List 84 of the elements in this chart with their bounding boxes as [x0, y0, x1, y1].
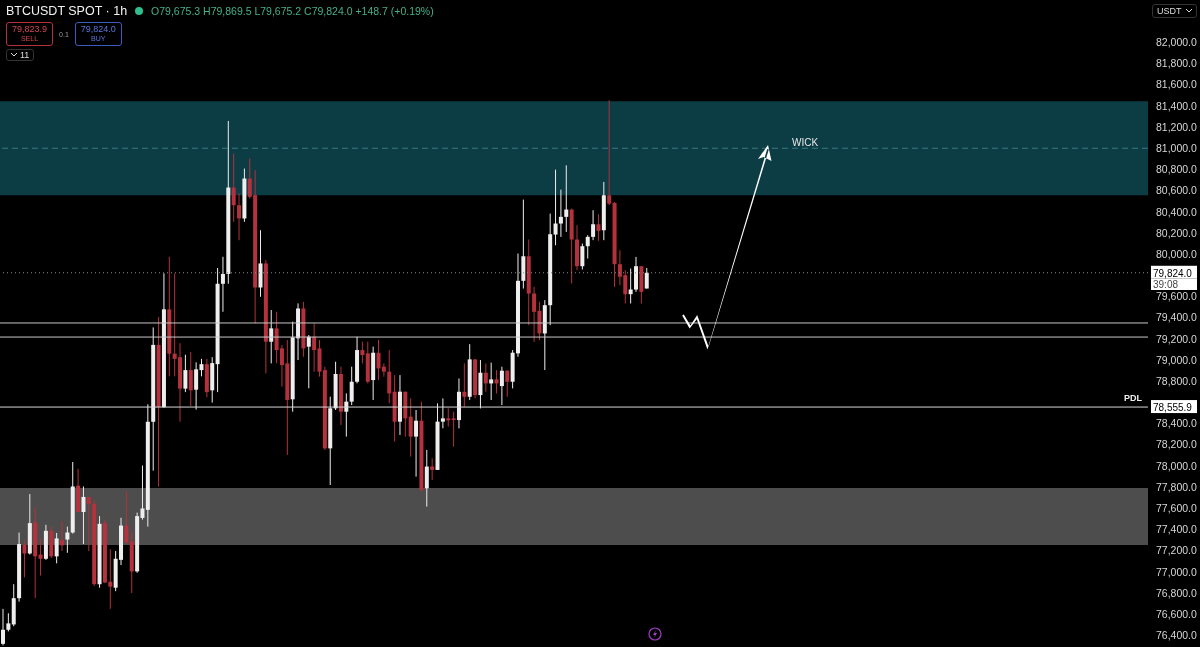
y-tick-label: 81,200.0 [1156, 120, 1198, 133]
candlestick [478, 359, 483, 409]
y-tick-label: 79,600.0 [1156, 290, 1198, 303]
y-tick-label: 77,000.0 [1156, 565, 1198, 578]
candlestick [6, 612, 11, 632]
ref-line-label: 78,555.9 [1153, 402, 1193, 414]
y-tick-label: 77,800.0 [1156, 480, 1198, 493]
ref-line-label: 79,824.0 [1153, 267, 1193, 279]
candlestick [54, 532, 59, 564]
candlestick [1, 608, 5, 646]
candlestick [580, 243, 585, 270]
y-tick-label: 79,400.0 [1156, 311, 1198, 324]
candlestick [446, 407, 451, 428]
y-tick-label: 76,400.0 [1156, 629, 1198, 642]
y-tick-label: 81,600.0 [1156, 78, 1198, 91]
candlestick [440, 397, 445, 429]
candlestick [408, 397, 413, 458]
candlestick [312, 322, 317, 373]
band-label: WICK [792, 137, 819, 149]
candlestick [462, 362, 467, 408]
candlestick [269, 309, 274, 364]
annotation: 79,824.0 [80, 24, 116, 34]
y-tick-label: 77,200.0 [1156, 544, 1198, 557]
candlestick [483, 362, 488, 393]
candlestick [60, 520, 65, 552]
candlestick [596, 213, 601, 242]
text: 39:08 [1151, 278, 1197, 290]
candlestick [634, 256, 639, 293]
y-tick-label: 80,400.0 [1156, 205, 1198, 218]
candlestick [306, 334, 311, 389]
y-tick-label: 79,000.0 [1156, 353, 1198, 366]
candlestick [644, 267, 649, 290]
candlestick [188, 351, 193, 407]
candlestick [220, 256, 225, 313]
candlestick [22, 540, 27, 578]
y-tick-label: 80,600.0 [1156, 184, 1198, 197]
candlestick [81, 485, 86, 545]
y-tick-label: 78,200.0 [1156, 438, 1198, 451]
y-tick-label: 76,600.0 [1156, 607, 1198, 620]
y-tick-label: 81,000.0 [1156, 141, 1198, 154]
candlestick [451, 411, 456, 448]
candlestick [505, 369, 510, 398]
y-tick-label: 80,800.0 [1156, 163, 1198, 176]
y-tick-label: 81,400.0 [1156, 99, 1198, 112]
candlestick [414, 409, 419, 478]
candlestick [558, 189, 563, 238]
annotation: 11 [20, 50, 30, 60]
candlestick [387, 349, 392, 404]
y-tick-label: 78,000.0 [1156, 459, 1198, 472]
y-tick-label: 78,400.0 [1156, 417, 1198, 430]
candlestick [360, 341, 365, 364]
candlestick [585, 234, 590, 259]
candlestick [124, 490, 129, 545]
candlestick [65, 526, 70, 554]
y-axis-title: USDT [1157, 6, 1182, 16]
y-tick-label: 76,800.0 [1156, 586, 1198, 599]
candlestick [564, 164, 569, 233]
y-tick-label: 79,200.0 [1156, 332, 1198, 345]
candlestick [494, 369, 499, 394]
y-tick-label: 80,000.0 [1156, 247, 1198, 260]
y-tick-label: 82,000.0 [1156, 36, 1198, 49]
candlestick [591, 209, 596, 241]
y-tick-label: 77,600.0 [1156, 502, 1198, 515]
candlestick [86, 496, 91, 552]
candlestick [553, 169, 558, 246]
y-tick-label: 78,800.0 [1156, 374, 1198, 387]
y-tick-label: 81,800.0 [1156, 57, 1198, 70]
candlestick [424, 449, 429, 508]
candlestick [489, 362, 494, 401]
candlestick [183, 354, 188, 393]
candlestick [237, 193, 242, 241]
text: O79,675.3 H79,869.5 L79,675.2 C79,824.0 +148.7 (+0.19%) [151, 5, 434, 17]
y-tick-label: 80,200.0 [1156, 226, 1198, 239]
candlestick [38, 538, 43, 577]
annotation: PDL [1124, 393, 1142, 404]
y-tick-label: 77,400.0 [1156, 523, 1198, 536]
candlestick [532, 286, 537, 343]
candlestick [607, 99, 612, 206]
candlestick [231, 153, 236, 223]
annotation: 79,823.9 [12, 24, 48, 34]
candlestick [349, 366, 354, 406]
candlestick [194, 361, 199, 411]
candlestick [499, 366, 504, 406]
chart-title: BTCUSDT SPOT · 1h [6, 4, 128, 18]
